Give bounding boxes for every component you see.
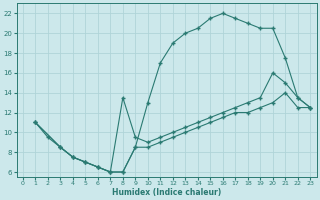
X-axis label: Humidex (Indice chaleur): Humidex (Indice chaleur) (112, 188, 221, 197)
